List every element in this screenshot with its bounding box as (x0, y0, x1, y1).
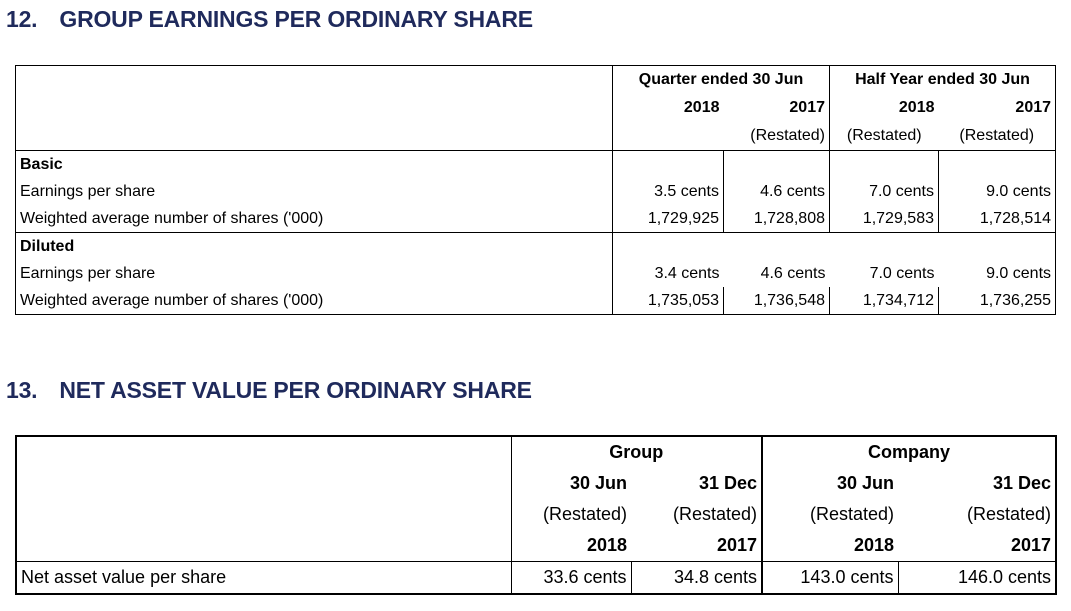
section-13-title: NET ASSET VALUE PER ORDINARY SHARE (59, 377, 532, 403)
section-13-number: 13. (6, 377, 38, 403)
table-cell: 7.0 cents (869, 265, 935, 282)
table-row: Net asset value per share 33.6 cents 34.… (16, 561, 1057, 594)
header-blank (16, 66, 613, 95)
restated-note: (Restated) (510, 499, 631, 530)
table-cell: 146.0 cents (897, 561, 1057, 594)
restated-note: (Restated) (672, 504, 757, 524)
restated-note: (Restated) (959, 127, 1035, 144)
header-row-periods: Quarter ended 30 Jun Half Year ended 30 … (16, 65, 1056, 95)
restated-note (612, 122, 724, 151)
table-row: Earnings per share 3.5 cents 4.6 cents 7… (16, 178, 1056, 205)
date-header: 30 Jun (510, 468, 631, 499)
table-cell: 1,728,514 (937, 205, 1056, 233)
earnings-per-share-table: Quarter ended 30 Jun Half Year ended 30 … (15, 65, 1057, 315)
table-cell: 34.8 cents (630, 561, 762, 594)
restated-note: (Restated) (829, 122, 939, 151)
basic-section-row: Basic (15, 150, 1056, 178)
header-row-entity: Group Company (16, 436, 1057, 468)
table-cell: 9.0 cents (986, 265, 1052, 282)
halfyear-header: Half Year ended 30 Jun (828, 65, 1056, 94)
table-cell: 33.6 cents (510, 561, 631, 594)
table-row: Weighted average number of shares ('000)… (16, 287, 1056, 315)
year-header: 2018 (761, 530, 898, 562)
date-header: 31 Dec (992, 473, 1052, 493)
table-cell: 143.0 cents (761, 561, 898, 594)
row-label: Earnings per share (20, 265, 156, 282)
header-row-notes: (Restated) (Restated) (Restated) (Restat… (16, 499, 1056, 530)
table-cell: 1,729,925 (612, 205, 724, 233)
header-row-years: 2018 2017 2018 2017 (16, 530, 1056, 562)
section-12-title: GROUP EARNINGS PER ORDINARY SHARE (59, 6, 533, 32)
row-label: Earnings per share (20, 183, 156, 200)
year-header: 2018 (829, 94, 939, 122)
table-cell: 1,736,255 (937, 287, 1056, 315)
year-header: 2018 (612, 94, 724, 122)
section-13-heading: 13. NET ASSET VALUE PER ORDINARY SHARE (6, 377, 532, 404)
date-header: 31 Dec (698, 473, 757, 493)
header-row-dates: 30 Jun 31 Dec 30 Jun 31 Dec (16, 468, 1056, 499)
diluted-section-row: Diluted (15, 232, 1056, 260)
table-cell: 1,734,712 (829, 287, 939, 315)
table-cell: 4.6 cents (760, 265, 826, 282)
quarter-header: Quarter ended 30 Jun (612, 65, 830, 94)
table-cell: 7.0 cents (829, 178, 939, 205)
table-row: Earnings per share 3.4 cents 4.6 cents 7… (16, 260, 1056, 287)
table-cell: 1,728,808 (723, 205, 830, 233)
year-header: 2017 (1015, 99, 1052, 116)
diluted-label: Diluted (15, 232, 613, 260)
year-header: 2018 (510, 530, 631, 562)
company-header: Company (760, 436, 1057, 468)
row-label: Net asset value per share (16, 561, 511, 594)
date-header: 30 Jun (761, 468, 898, 499)
table-cell: 3.4 cents (612, 260, 724, 287)
section-12-number: 12. (6, 6, 38, 32)
restated-note: (Restated) (750, 127, 825, 144)
table-cell: 1,729,583 (829, 205, 939, 233)
restated-note: (Restated) (966, 504, 1052, 524)
year-header: 2017 (789, 99, 825, 116)
header-row-years: 2018 2017 2018 2017 (16, 94, 1056, 122)
group-header: Group (510, 436, 762, 468)
section-12-heading: 12. GROUP EARNINGS PER ORDINARY SHARE (6, 6, 533, 33)
row-label: Weighted average number of shares ('000) (20, 292, 324, 309)
net-asset-value-table: Group Company 30 Jun 31 Dec 30 Jun 31 De… (15, 435, 1058, 595)
year-header: 2017 (1010, 535, 1052, 555)
table-row: Weighted average number of shares ('000)… (16, 205, 1056, 233)
table-cell: 1,736,548 (723, 287, 830, 315)
year-header: 2017 (716, 535, 757, 555)
table-cell: 3.5 cents (612, 178, 724, 205)
row-label: Weighted average number of shares ('000) (20, 210, 324, 227)
restated-note: (Restated) (761, 499, 898, 530)
table-cell: 9.0 cents (937, 178, 1056, 205)
basic-label: Basic (20, 156, 63, 173)
table-cell: 4.6 cents (723, 178, 830, 205)
table-cell: 1,735,053 (612, 287, 724, 315)
header-row-notes: (Restated) (Restated) (Restated) (16, 122, 1056, 151)
